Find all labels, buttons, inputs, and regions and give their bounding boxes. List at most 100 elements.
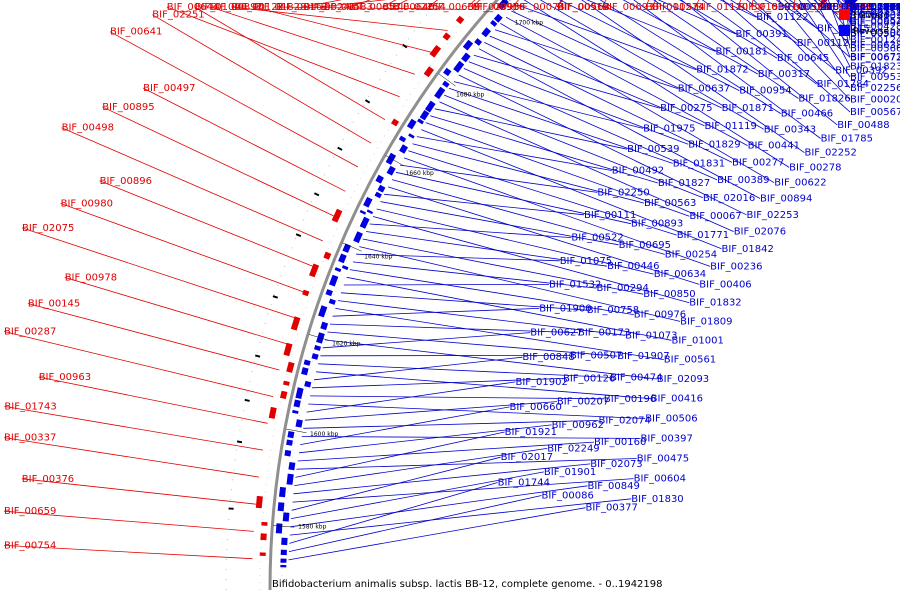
reverse-gene-leader [468,61,689,145]
black-feature [337,146,343,151]
reverse-gene-label: BIF_01907 [617,351,669,362]
reverse-gene-label: BIF_01976 [850,2,900,13]
reverse-gene-label: BIF_00522 [571,233,623,244]
forward-gene-leader [253,6,431,53]
reverse-gene-label: BIF_00389 [717,175,769,186]
reverse-gene-leader [290,471,544,519]
reverse-gene-leader [511,10,722,109]
reverse-gene-label: BIF_02257 [850,7,900,18]
reverse-gene-label: BIF_01823 [850,62,900,73]
reverse-gene-label: BIF_00324 [850,2,900,13]
reverse-gene-label: BIF_01532 [549,279,601,290]
black-feature [402,43,408,49]
tick-label: 1700 kbp [515,19,543,26]
reverse-gene-label: BIF_00446 [607,261,659,272]
reverse-gene-label: BIF_01771 [677,230,729,241]
legend-forward-swatch [839,9,850,20]
reverse-gene [359,216,370,229]
forward-gene-label: BIF_02254 [394,2,446,13]
tick-line [285,428,307,434]
reverse-gene-label: BIF_00604 [634,474,686,485]
black-feature [314,192,320,197]
reverse-gene [443,67,452,77]
reverse-gene [509,0,511,1]
reverse-gene-label: BIF_00622 [774,178,826,189]
reverse-gene-label: BIF_00637 [678,84,730,95]
reverse-gene-label: BIF_00848 [522,352,574,363]
reverse-gene-label: BIF_00627 [530,328,582,339]
forward-gene-label: BIF_00916 [473,2,525,13]
forward-gene-label: BIF_00917 [557,2,609,13]
reverse-gene-label: BIF_01196 [850,2,900,13]
reverse-gene-label: BIF_00112 [797,38,849,49]
forward-gene-label: BIF_00287 [4,327,56,338]
black-features [228,43,408,510]
forward-gene-label: BIF_02095 [467,2,519,13]
reverse-gene-label: BIF_01194 [850,2,900,13]
reverse-gene-leader [298,424,552,454]
reverse-gene [493,13,503,23]
reverse-gene-label: BIF_00634 [654,269,706,280]
reverse-gene-label: BIF_00441 [748,141,800,152]
reverse-gene-label: BIF_00377 [586,503,638,514]
legend-reverse-label: Reverse [853,27,890,37]
reverse-gene-leader [356,253,560,262]
forward-gene [283,380,290,386]
reverse-gene-leader [327,331,618,357]
reverse-gene-label: BIF_01872 [696,65,748,76]
reverse-gene-label: BIF_02260 [850,2,900,13]
reverse-gene [286,439,293,446]
reverse-gene-label: BIF_00850 [643,289,695,300]
reverse-gene-label: BIF_00561 [664,355,716,366]
reverse-gene-label: BIF_00086 [542,491,594,502]
reverse-gene-label: BIF_01841 [850,2,900,13]
reverse-gene-leader [352,261,597,289]
reverse-gene-label: BIF_00638 [850,40,900,51]
forward-gene-leader [3,510,254,532]
reverse-gene-label: BIF_00408 [850,2,900,13]
reverse-gene-leader [494,29,678,89]
reverse-gene-leader [458,74,747,216]
reverse-gene [292,409,299,414]
reverse-gene-leader [824,0,851,34]
reverse-gene-leader [376,208,654,275]
forward-gene-label: BIF_00980 [61,198,113,209]
forward-gene-leader [194,6,386,121]
tick-label: 1620 kbp [332,341,360,348]
reverse-gene-leader [434,108,628,150]
reverse-gene [329,274,339,287]
forward-gene-leader [152,14,372,144]
reverse-gene-label: BIF_00554 [778,2,830,13]
reverse-gene [280,549,287,556]
reverse-gene-leader [313,356,523,381]
reverse-gene [366,209,374,215]
reverse-gene [288,462,296,471]
reverse-gene-label: BIF_00254 [665,249,717,260]
reverse-gene-leader [335,308,664,360]
reverse-gene [328,298,336,305]
reverse-gene-leader [581,0,805,154]
forward-gene-leader [320,0,387,8]
reverse-gene-leader [730,0,797,44]
reverse-gene-label: BIF_00567 [850,107,900,118]
reverse-gene-label: BIF_00492 [612,166,664,177]
forward-gene [280,390,288,400]
reverse-gene-leader [369,223,572,238]
reverse-gene [318,305,328,318]
reverse-gene-leader [359,246,681,322]
forward-gene-label: BIF_02109 [793,2,845,13]
forward-gene-label: BIF_01000 [195,2,247,13]
reverse-gene [359,209,367,215]
forward-gene-label: BIF_00693 [602,2,654,13]
tick-label: 1640 kbp [364,253,392,260]
reverse-gene-leader [304,401,557,421]
forward-gene-leader [4,406,264,451]
forward-gene-leader [27,303,280,371]
reverse-gene [462,39,474,51]
reverse-gene-leader [679,0,778,59]
reverse-gene-label: BIF_00694 [850,18,900,29]
forward-gene [323,251,332,260]
reverse-gene-leader [827,0,851,58]
forward-gene-label: BIF_00337 [4,433,56,444]
